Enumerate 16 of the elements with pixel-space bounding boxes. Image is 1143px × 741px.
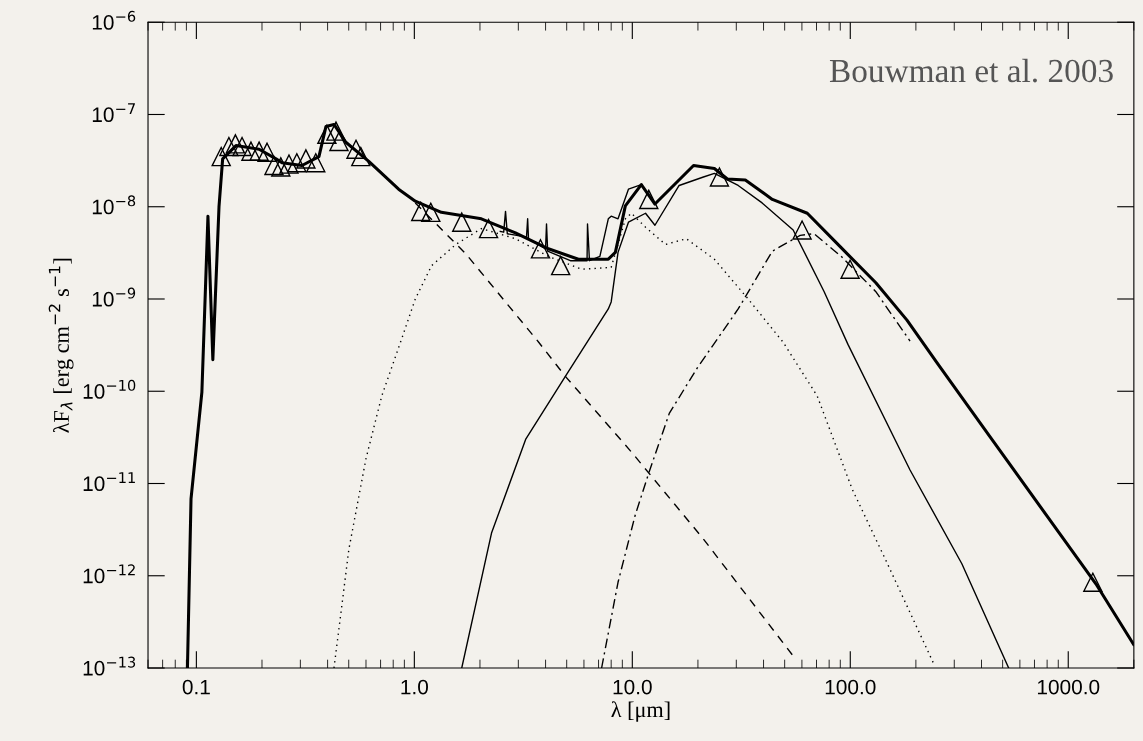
- y-tick-label: 10$^{−10}$: [83, 379, 136, 399]
- y-axis-title: λF$_{λ}$ [erg cm$^{−2}$ s$^{−1}$]: [48, 258, 74, 433]
- y-tick-label: 10$^{−9}$: [92, 287, 136, 307]
- y-tick-label: 10$^{−7}$: [92, 103, 135, 123]
- x-tick-label: 0.1: [182, 679, 210, 695]
- y-tick-label: 10$^{−13}$: [83, 656, 136, 676]
- x-tick-label: 10.0: [613, 679, 652, 695]
- y-tick-label: 10$^{−6}$: [92, 10, 136, 30]
- annotation: Bouwman et al. 2003: [829, 58, 1113, 83]
- x-tick-label: 1.0: [401, 679, 429, 695]
- x-tick-label: 1000.0: [1037, 679, 1100, 695]
- y-tick-label: 10$^{−8}$: [92, 195, 136, 215]
- x-tick-label: 100.0: [825, 679, 876, 695]
- y-tick-label: 10$^{−11}$: [83, 472, 135, 492]
- x-axis-title: λ [μm]: [611, 701, 670, 722]
- y-tick-label: 10$^{−12}$: [83, 564, 135, 584]
